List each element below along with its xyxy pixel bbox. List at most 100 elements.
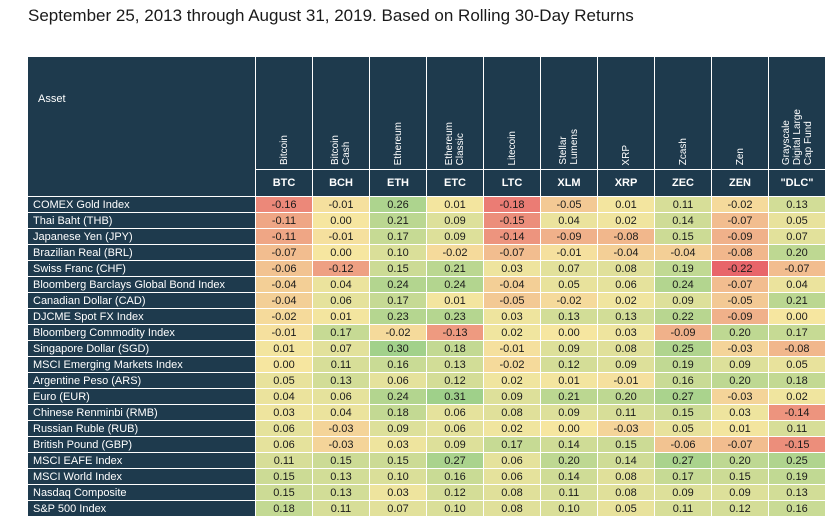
heatmap-cell: 0.03 xyxy=(483,308,541,325)
column-ticker-zen: ZEN xyxy=(711,169,769,197)
heatmap-cell: 0.31 xyxy=(426,388,484,405)
heatmap-cell: 0.15 xyxy=(255,484,313,501)
heatmap-cell: 0.21 xyxy=(426,260,484,277)
heatmap-cell: 0.01 xyxy=(255,340,313,357)
row-label: Canadian Dollar (CAD) xyxy=(27,292,256,309)
heatmap-cell: 0.02 xyxy=(768,388,826,405)
column-ticker-xrp: XRP xyxy=(597,169,655,197)
heatmap-cell: 0.14 xyxy=(540,468,598,485)
row-label: MSCI Emerging Markets Index xyxy=(27,356,256,373)
heatmap-cell: 0.20 xyxy=(768,244,826,261)
row-label: DJCME Spot FX Index xyxy=(27,308,256,325)
heatmap-cell: 0.08 xyxy=(483,484,541,501)
heatmap-cell: 0.00 xyxy=(768,308,826,325)
heatmap-cell: -0.05 xyxy=(483,292,541,309)
heatmap-cell: 0.17 xyxy=(312,324,370,341)
heatmap-cell: 0.08 xyxy=(483,404,541,421)
heatmap-cell: -0.07 xyxy=(483,244,541,261)
heatmap-cell: 0.13 xyxy=(768,196,826,213)
column-ticker-etc: ETC xyxy=(426,169,484,197)
column-ticker-dlc: "DLC" xyxy=(768,169,826,197)
heatmap-cell: 0.08 xyxy=(597,340,655,357)
table-row: Singapore Dollar (SGD) 0.01 0.07 0.30 0.18 -0… xyxy=(27,340,826,357)
heatmap-cell: 0.15 xyxy=(369,452,427,469)
table-row: S&P 500 Index 0.18 0.11 0.07 0.10 0.08 0.10 0.0… xyxy=(27,500,826,517)
table-row: Japanese Yen (JPY) -0.11 -0.01 0.17 0.09 -0.1… xyxy=(27,228,826,245)
heatmap-cell: 0.11 xyxy=(540,484,598,501)
table-row: Bloomberg Commodity Index -0.01 0.17 -0.02-… xyxy=(27,324,826,341)
heatmap-cell: 0.00 xyxy=(255,356,313,373)
heatmap-cell: 0.15 xyxy=(255,468,313,485)
heatmap-cell: -0.15 xyxy=(768,436,826,453)
table-row: Russian Ruble (RUB) 0.06 -0.03 0.09 0.06 0.02… xyxy=(27,420,826,437)
heatmap-cell: 0.22 xyxy=(654,308,712,325)
heatmap-cell: 0.13 xyxy=(597,308,655,325)
heatmap-cell: 0.15 xyxy=(654,404,712,421)
heatmap-cell: -0.07 xyxy=(711,212,769,229)
heatmap-cell: 0.09 xyxy=(426,212,484,229)
heatmap-cell: 0.04 xyxy=(768,276,826,293)
heatmap-cell: 0.07 xyxy=(768,228,826,245)
heatmap-cell: 0.03 xyxy=(369,484,427,501)
heatmap-cell: -0.12 xyxy=(312,260,370,277)
heatmap-cell: 0.06 xyxy=(255,436,313,453)
heatmap-cell: -0.03 xyxy=(312,436,370,453)
heatmap-cell: 0.21 xyxy=(768,292,826,309)
heatmap-cell: 0.05 xyxy=(597,500,655,517)
heatmap-cell: 0.04 xyxy=(540,212,598,229)
heatmap-cell: 0.00 xyxy=(540,420,598,437)
table-row: Thai Baht (THB) -0.11 0.00 0.21 0.09 -0.15 0.0… xyxy=(27,212,826,229)
heatmap-cell: -0.08 xyxy=(711,244,769,261)
heatmap-cell: 0.06 xyxy=(426,404,484,421)
heatmap-cell: -0.16 xyxy=(255,196,313,213)
heatmap-cell: 0.12 xyxy=(426,372,484,389)
heatmap-cell: 0.14 xyxy=(654,212,712,229)
heatmap-cell: 0.01 xyxy=(312,308,370,325)
heatmap-cell: 0.06 xyxy=(312,292,370,309)
heatmap-cell: 0.15 xyxy=(312,452,370,469)
table-row: Nasdaq Composite 0.15 0.13 0.03 0.12 0.08 0.11… xyxy=(27,484,826,501)
heatmap-cell: 0.21 xyxy=(369,212,427,229)
heatmap-cell: 0.09 xyxy=(597,356,655,373)
heatmap-cell: 0.06 xyxy=(483,468,541,485)
heatmap-cell: 0.00 xyxy=(540,324,598,341)
column-ticker-zec: ZEC xyxy=(654,169,712,197)
heatmap-cell: 0.30 xyxy=(369,340,427,357)
heatmap-cell: -0.06 xyxy=(255,260,313,277)
heatmap-cell: 0.13 xyxy=(426,356,484,373)
row-label: Swiss Franc (CHF) xyxy=(27,260,256,277)
row-label: British Pound (GBP) xyxy=(27,436,256,453)
heatmap-cell: -0.03 xyxy=(597,420,655,437)
correlation-heatmap: Asset Bitcoin Bitcoin Cash Ethereum Ethereum… xyxy=(27,55,826,517)
heatmap-cell: 0.13 xyxy=(768,484,826,501)
heatmap-cell: 0.20 xyxy=(711,452,769,469)
heatmap-cell: -0.09 xyxy=(711,228,769,245)
heatmap-cell: 0.11 xyxy=(312,500,370,517)
column-ticker-btc: BTC xyxy=(255,169,313,197)
heatmap-cell: 0.12 xyxy=(426,484,484,501)
heatmap-cell: 0.13 xyxy=(312,484,370,501)
heatmap-cell: 0.19 xyxy=(768,468,826,485)
heatmap-cell: -0.06 xyxy=(654,436,712,453)
column-name-bch: Bitcoin Cash xyxy=(312,55,370,171)
heatmap-cell: -0.07 xyxy=(711,436,769,453)
heatmap-cell: 0.01 xyxy=(597,196,655,213)
row-label: Argentine Peso (ARS) xyxy=(27,372,256,389)
heatmap-cell: -0.03 xyxy=(711,388,769,405)
heatmap-cell: 0.25 xyxy=(768,452,826,469)
row-label: Singapore Dollar (SGD) xyxy=(27,340,256,357)
heatmap-cell: 0.07 xyxy=(369,500,427,517)
heatmap-cell: 0.02 xyxy=(597,292,655,309)
heatmap-cell: 0.24 xyxy=(369,276,427,293)
row-label: MSCI World Index xyxy=(27,468,256,485)
heatmap-cell: -0.09 xyxy=(540,228,598,245)
column-name-eth: Ethereum xyxy=(369,55,427,171)
heatmap-cell: 0.09 xyxy=(711,484,769,501)
heatmap-cell: 0.05 xyxy=(768,212,826,229)
heatmap-cell: 0.11 xyxy=(597,404,655,421)
heatmap-cell: 0.08 xyxy=(597,468,655,485)
heatmap-cell: -0.02 xyxy=(426,244,484,261)
heatmap-cell: 0.01 xyxy=(426,196,484,213)
heatmap-cell: 0.11 xyxy=(654,500,712,517)
heatmap-cell: 0.03 xyxy=(255,404,313,421)
